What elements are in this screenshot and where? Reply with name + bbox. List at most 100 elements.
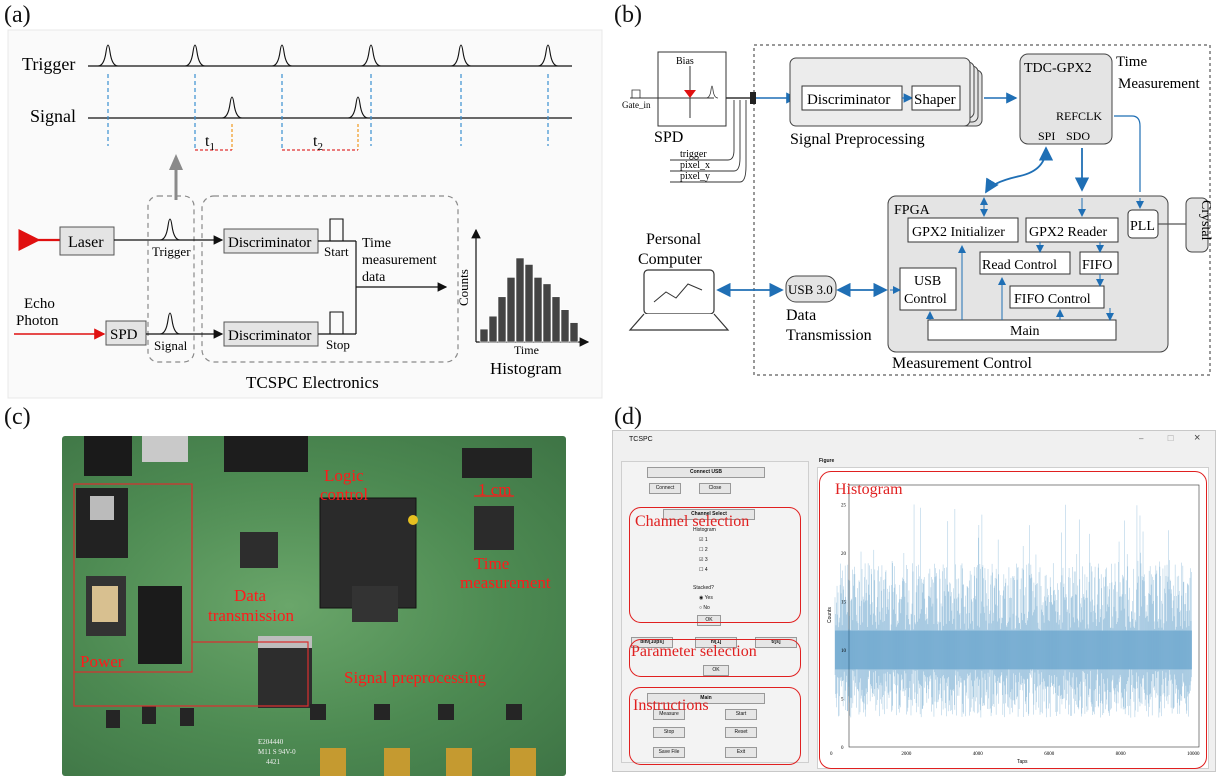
a-hist-bar	[569, 322, 579, 343]
time-line2: measurement	[460, 573, 551, 592]
chart-ylabel: Counts	[827, 607, 833, 623]
panel-label-c: (c)	[4, 404, 31, 430]
spi-label: SPI	[1038, 129, 1055, 143]
start-button[interactable]: Start	[725, 709, 757, 720]
main-box: Main	[1010, 324, 1040, 339]
taps-histogram-chart: 0 2000 4000 6000 8000 10000 0 5 10 15 20 25 Taps Co…	[827, 484, 1200, 765]
ok-button-1[interactable]: OK	[697, 615, 721, 626]
echo-line1: Echo	[24, 296, 55, 312]
meas-control-label: Measurement Control	[892, 355, 1033, 372]
fifo-box: FIFO	[1082, 258, 1112, 273]
x-tick-label: 4000	[973, 752, 984, 757]
a-hist-bar	[542, 283, 552, 343]
channel-selection-box	[629, 507, 801, 623]
tcspc-window: TCSPC – ☐ × Connect USB Connect Close Ch…	[612, 430, 1216, 772]
signal-pre-label: Signal Preprocessing	[790, 131, 925, 148]
close-icon[interactable]: ×	[1194, 432, 1201, 444]
a-hist-bar	[533, 277, 543, 343]
main-header: Main	[647, 693, 765, 704]
tmd-line3: data	[362, 270, 386, 285]
chart-xlabel: Taps	[1017, 759, 1028, 765]
pc-line1: Personal	[646, 231, 702, 248]
laser-box: Laser	[68, 234, 104, 251]
echo-line2: Photon	[16, 313, 59, 329]
x-tick-label: 0	[830, 752, 833, 757]
panel-label-b: (b)	[614, 2, 642, 28]
bias-label: Bias	[676, 56, 694, 67]
trigger-row-label: Trigger	[22, 54, 75, 74]
gpx2-initializer: GPX2 Initializer	[912, 225, 1005, 240]
pixel-y-label: pixel_y	[680, 171, 710, 182]
ok-button-2[interactable]: OK	[703, 665, 729, 676]
connect-button[interactable]: Connect	[649, 483, 681, 494]
reset-button[interactable]: Reset	[725, 727, 757, 738]
x-tick-label: 8000	[1116, 752, 1127, 757]
spd-b-label: SPD	[654, 129, 683, 146]
signal-pre-c-label: Signal preprocessing	[344, 668, 487, 687]
parameter-selection-label: Parameter selection	[631, 643, 757, 660]
pixel-x-label: pixel_x	[680, 160, 710, 171]
board-text-2: M11 S 94V-0	[258, 748, 296, 756]
chart-ticks: 0 2000 4000 6000 8000 10000 0 5 10 15 20 25	[830, 503, 1200, 757]
channel-1-checkbox[interactable]: ☑ 1	[699, 537, 708, 543]
trigger-wire-label: trigger	[680, 149, 707, 160]
time-meas-line1: Time	[1116, 54, 1147, 70]
stacked-no-radio[interactable]: ○ No	[699, 605, 710, 611]
channel-select-header: Channel Select	[663, 509, 755, 520]
maximize-icon[interactable]: ☐	[1167, 434, 1175, 443]
pc-line2: Computer	[638, 251, 703, 268]
one-cm-label: 1 cm	[478, 480, 512, 499]
measure-button[interactable]: Measure	[653, 709, 685, 720]
gpx2-reader: GPX2 Reader	[1029, 225, 1107, 240]
spd-box: SPD	[110, 327, 138, 343]
tmd-line1: Time	[362, 236, 391, 251]
n-field[interactable]: n/[1]	[695, 637, 737, 648]
read-control: Read Control	[982, 258, 1057, 273]
histogram-small-label: Histogram	[693, 527, 716, 533]
board-text-3: 4421	[266, 758, 281, 766]
channel-2-checkbox[interactable]: ☐ 2	[699, 547, 708, 553]
time-line1: Time	[474, 554, 510, 573]
channel-4-checkbox[interactable]: ☐ 4	[699, 567, 708, 573]
time-meas-line2: Measurement	[1118, 76, 1200, 92]
crystal-box: Crystal	[1198, 200, 1213, 241]
refclk-label: REFCLK	[1056, 109, 1102, 123]
x-tick-label: 6000	[1044, 752, 1055, 757]
usb-control-line1: USB	[914, 274, 941, 289]
a-hist-bar	[515, 257, 525, 343]
a-hist-bar	[551, 296, 561, 343]
t2-label: t2	[313, 133, 323, 153]
a-hist-bar	[488, 315, 498, 343]
y-tick-label: 20	[841, 552, 847, 557]
discriminator-2: Discriminator	[228, 328, 311, 344]
panel-b-diagram: Bias Gate_in SPD trigger pixel_x pixel_y…	[622, 44, 1213, 376]
discriminator-1: Discriminator	[228, 235, 311, 251]
pcb-photo: E204440 M11 S 94V-0 4421 Logic control 1…	[62, 436, 566, 776]
x-tick-label: 2000	[901, 752, 912, 757]
logic-line1: Logic	[324, 466, 364, 485]
tmd-line2: measurement	[362, 253, 437, 268]
exit-button[interactable]: Exit	[725, 747, 757, 758]
stacked-yes-radio[interactable]: ◉ Yes	[699, 595, 713, 601]
t1-label: t1	[205, 133, 215, 153]
y-tick-label: 10	[841, 649, 847, 654]
tcspc-label: TCSPC Electronics	[246, 373, 379, 392]
tdc-label: TDC-GPX2	[1024, 61, 1092, 76]
power-label: Power	[80, 652, 124, 671]
data-tx-line1: Data	[786, 307, 816, 324]
y-tick-label: 15	[841, 600, 847, 605]
close-button[interactable]: Close	[699, 483, 731, 494]
minimize-icon[interactable]: –	[1139, 434, 1144, 443]
histogram-core-band	[835, 630, 1192, 670]
histogram-box	[819, 471, 1207, 769]
save-file-button[interactable]: Save File	[653, 747, 685, 758]
y-tick-label: 0	[841, 746, 844, 751]
channel-3-checkbox[interactable]: ☑ 3	[699, 557, 708, 563]
gate-in-label: Gate_in	[622, 100, 651, 110]
pcb-drawing: E204440 M11 S 94V-0 4421	[73, 436, 536, 776]
data-tx-line2: Transmission	[786, 327, 872, 344]
stop-button[interactable]: Stop	[653, 727, 685, 738]
parameter-selection-box	[629, 639, 801, 677]
a-counts-label: Counts	[456, 269, 471, 306]
instructions-box	[629, 687, 801, 765]
